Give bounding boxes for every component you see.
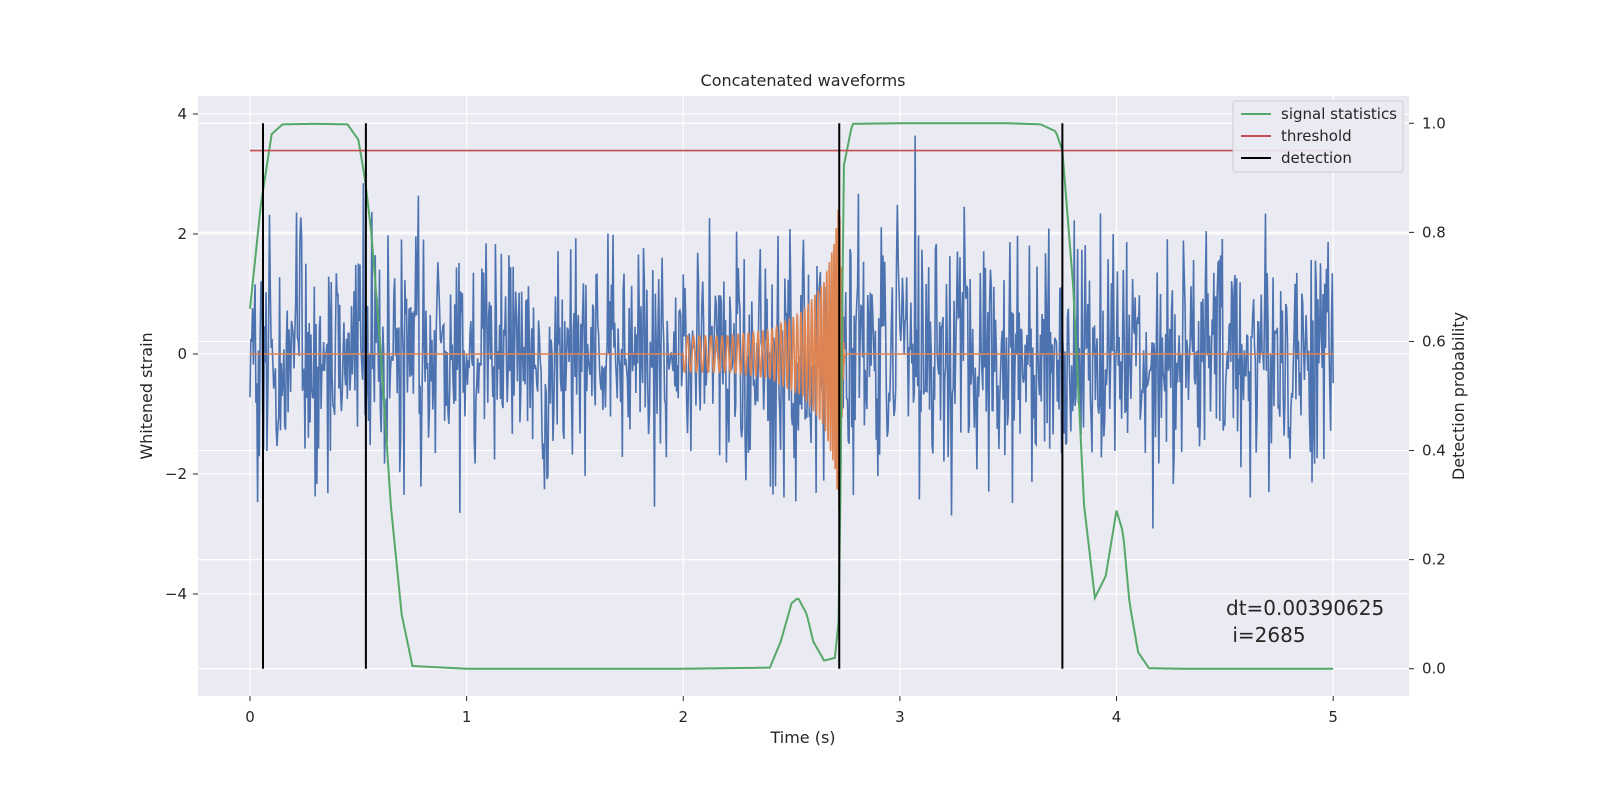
y-tick-label-right: 0.4 [1422, 442, 1446, 460]
chart-title: Concatenated waveforms [701, 71, 906, 90]
x-tick-label: 3 [895, 708, 905, 726]
axes: 0 1 2 3 4 5 4 2 0 −2 −4 1.0 0.8 0.6 0.4 0.2 0.0 [165, 105, 1446, 726]
series-strain [249, 135, 1334, 529]
legend-label-signal-statistics: signal statistics [1281, 105, 1397, 123]
y-tick-label-right: 0.0 [1422, 660, 1446, 678]
y-tick-label-right: 0.8 [1422, 223, 1446, 241]
y-tick-label-left: 4 [177, 105, 187, 123]
legend: signal statistics threshold detection [1232, 100, 1404, 173]
legend-label-threshold: threshold [1281, 127, 1352, 145]
y-axis-label-right: Detection probability [1449, 312, 1468, 480]
legend-label-detection: detection [1281, 149, 1352, 167]
x-axis-label: Time (s) [769, 728, 835, 747]
legend-box [1232, 100, 1404, 173]
series-injected-signal [249, 209, 1334, 508]
x-tick-label: 4 [1112, 708, 1122, 726]
x-tick-label: 2 [678, 708, 688, 726]
x-tick-label: 0 [245, 708, 255, 726]
x-tick-label: 5 [1328, 708, 1338, 726]
series-signal-statistics [248, 122, 1334, 670]
y-axis-label-left: Whitened strain [137, 332, 156, 459]
y-tick-label-right: 0.2 [1422, 551, 1446, 569]
y-tick-label-right: 1.0 [1422, 114, 1446, 132]
annotation-i: i=2685 [1226, 623, 1306, 647]
y-tick-label-left: 2 [177, 225, 187, 243]
annotation-dt: dt=0.00390625 [1226, 596, 1384, 620]
plot-area [248, 122, 1334, 670]
y-tick-label-left: 0 [177, 345, 187, 363]
y-tick-label-left: −2 [165, 465, 187, 483]
y-tick-label-left: −4 [165, 585, 187, 603]
x-tick-label: 1 [462, 708, 472, 726]
y-tick-label-right: 0.6 [1422, 332, 1446, 350]
